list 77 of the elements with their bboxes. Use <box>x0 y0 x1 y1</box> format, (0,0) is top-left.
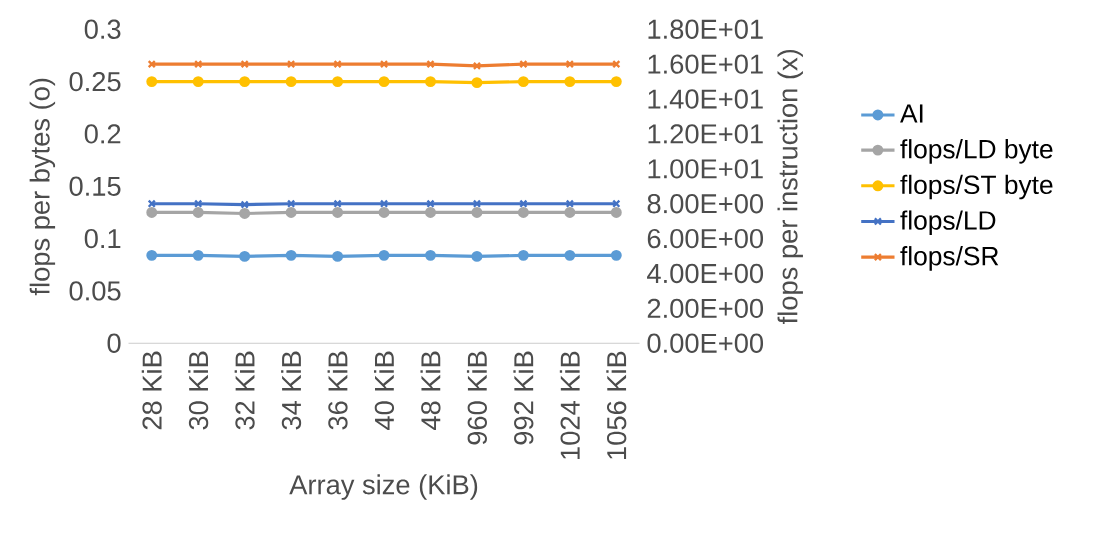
point <box>194 199 203 208</box>
y2-tick-label: 6.00E+00 <box>647 228 764 249</box>
legend-label: flops/LD byte <box>900 138 1053 164</box>
point <box>610 75 622 87</box>
x-tick-label: 36 KiB <box>327 351 348 430</box>
point <box>471 206 483 218</box>
point <box>378 206 390 218</box>
point <box>332 250 344 262</box>
point <box>239 75 251 87</box>
point <box>332 75 344 87</box>
point <box>517 249 529 261</box>
x-tick-label: 32 KiB <box>234 351 255 430</box>
x-tick-label: 1024 KiB <box>559 351 580 459</box>
point <box>564 75 576 87</box>
point <box>378 249 390 261</box>
y2-tick-label: 1.40E+01 <box>648 89 763 109</box>
x-tick-label: 992 KiB <box>513 351 534 445</box>
y2-tick-label: 1.80E+01 <box>648 19 763 39</box>
point <box>425 206 436 218</box>
y2-tick-label: 1.60E+01 <box>648 54 763 74</box>
point <box>517 75 529 87</box>
point <box>146 75 158 87</box>
y2-tick-label: 1.20E+01 <box>648 124 763 144</box>
y-tick-label: 0.3 <box>84 19 121 39</box>
point <box>333 59 342 69</box>
y-tick-label: 0.1 <box>84 228 121 249</box>
point <box>285 75 297 87</box>
point <box>519 59 528 69</box>
legend-label: flops/SR <box>900 245 999 271</box>
legend-label: flops/ST byte <box>900 174 1053 200</box>
point <box>286 199 296 208</box>
y2-tick-label: 1.00E+01 <box>648 158 763 179</box>
y2-tick-label: 8.00E+00 <box>647 193 764 214</box>
point <box>240 59 249 69</box>
x-tick-label: 960 KiB <box>466 351 487 445</box>
point <box>192 249 204 261</box>
point <box>239 207 251 219</box>
point <box>378 75 390 87</box>
y2-axis-title: flops per instruction (x) <box>777 49 803 324</box>
y2-tick-label: 0.00E+00 <box>647 333 764 353</box>
y-tick-label: 0.05 <box>69 281 121 301</box>
legend-label: flops/LD <box>900 210 996 235</box>
point <box>564 249 576 261</box>
point <box>610 249 622 261</box>
point <box>564 206 576 218</box>
x-tick-label: 48 KiB <box>420 351 441 430</box>
y2-tick-label: 4.00E+00 <box>647 263 764 284</box>
legend-label: AI <box>900 104 923 123</box>
point <box>146 206 158 218</box>
y-tick-label: 0.2 <box>84 124 121 144</box>
x-axis-title: Array size (KiB) <box>289 474 478 500</box>
y-tick-label: 0.25 <box>69 71 121 92</box>
point <box>146 249 158 261</box>
point <box>610 206 622 218</box>
point <box>426 59 435 69</box>
point <box>192 206 204 218</box>
point <box>192 75 204 87</box>
y2-tick-label: 2.00E+00 <box>647 298 764 318</box>
point <box>285 206 297 218</box>
x-tick-label: 34 KiB <box>281 351 302 430</box>
point <box>565 199 575 208</box>
point <box>425 75 436 87</box>
y-axis-title: flops per bytes (o) <box>29 78 56 295</box>
y-tick-label: 0 <box>107 333 121 353</box>
point <box>471 77 483 88</box>
point <box>517 206 529 218</box>
point <box>425 249 436 261</box>
point <box>471 250 483 262</box>
point <box>332 206 344 218</box>
y-tick-label: 0.15 <box>69 176 121 196</box>
x-tick-label: 40 KiB <box>374 351 395 430</box>
x-tick-label: 1056 KiB <box>606 351 627 459</box>
x-tick-label: 28 KiB <box>141 351 162 430</box>
point <box>239 250 251 262</box>
x-tick-label: 30 KiB <box>188 351 209 430</box>
point <box>285 249 297 261</box>
point <box>472 199 482 208</box>
